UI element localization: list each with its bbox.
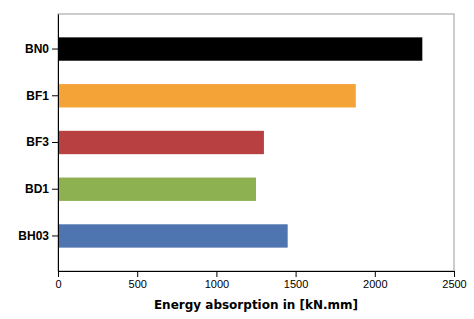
x-tick-mark	[375, 271, 376, 277]
x-tick-mark	[216, 271, 217, 277]
x-tick-label: 500	[129, 278, 147, 290]
y-tick-mark	[52, 189, 58, 190]
x-axis-line	[59, 272, 455, 278]
x-tick: 0	[55, 271, 61, 290]
x-tick: 2500	[442, 271, 466, 290]
bar	[58, 84, 356, 107]
y-tick: BF3	[26, 135, 58, 149]
x-tick-label: 1000	[205, 278, 229, 290]
x-tick: 2000	[363, 271, 387, 290]
x-tick: 1000	[205, 271, 229, 290]
x-tick-mark	[296, 271, 297, 277]
y-tick-label: BF1	[26, 89, 49, 103]
y-tick: BD1	[25, 182, 58, 196]
plot: 0 500 1000 1500 2000 2500 BH03 BD1 BF3 BF1 BN0	[18, 14, 466, 290]
y-tick-label: BH03	[18, 229, 49, 243]
x-tick-label: 2500	[442, 278, 466, 290]
bar	[58, 37, 422, 60]
x-tick-mark	[454, 271, 455, 277]
x-tick: 1500	[284, 271, 308, 290]
x-axis-title: Energy absorption in [kN.mm]	[154, 298, 358, 312]
x-tick-mark	[137, 271, 138, 277]
y-tick: BF1	[26, 89, 58, 103]
x-tick-label: 2000	[363, 278, 387, 290]
bar	[58, 131, 264, 154]
bars	[58, 37, 422, 247]
bar	[58, 224, 288, 247]
y-tick-label: BF3	[26, 135, 49, 149]
x-tick-label: 1500	[284, 278, 308, 290]
y-axis-line	[58, 15, 59, 272]
y-tick: BN0	[25, 42, 58, 56]
plot-frame	[58, 14, 454, 271]
x-axis: 0 500 1000 1500 2000 2500	[55, 271, 466, 290]
y-tick: BH03	[18, 229, 58, 243]
y-axis: BH03 BD1 BF3 BF1 BN0	[18, 15, 58, 272]
x-tick-label: 0	[55, 278, 61, 290]
chart: 0 500 1000 1500 2000 2500 BH03 BD1 BF3 BF1 BN0 Ener…	[0, 0, 474, 319]
y-tick-mark	[52, 95, 58, 96]
y-tick-mark	[52, 49, 58, 50]
y-tick-label: BN0	[25, 42, 49, 56]
bar	[58, 178, 256, 201]
x-tick: 500	[129, 271, 147, 290]
y-tick-mark	[52, 142, 58, 143]
x-tick-mark	[58, 271, 59, 277]
y-tick-label: BD1	[25, 182, 49, 196]
y-tick-mark	[52, 235, 58, 236]
